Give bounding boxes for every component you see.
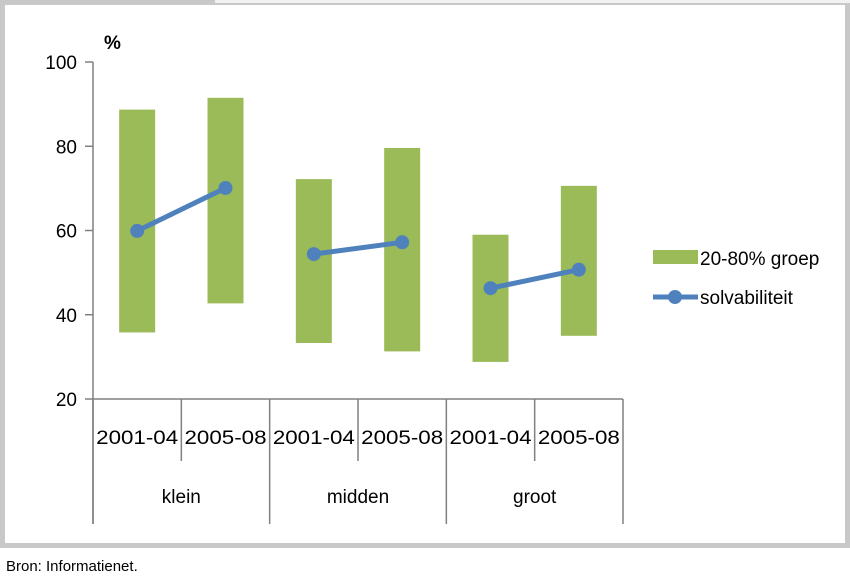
x-tick-label: 2005-08 — [538, 428, 620, 449]
x-tick-label: 2001-04 — [96, 428, 179, 449]
solvabiliteit-point — [130, 223, 145, 238]
group-label: klein — [162, 487, 201, 508]
x-tick-label: 2001-04 — [273, 428, 356, 449]
x-tick-label: 2001-04 — [450, 428, 533, 449]
source-note: Bron: Informatienet. — [6, 558, 138, 575]
y-tick-label: 100 — [45, 53, 77, 74]
chart-area: 20 40 60 80 100% 2001-04 2005-08 2001-04 2005-08… — [5, 5, 845, 543]
legend-swatch-bar — [653, 250, 698, 264]
y-tick-label: 80 — [56, 137, 77, 158]
solvabiliteit-line — [311, 239, 405, 257]
solvabiliteit-line — [134, 185, 228, 234]
title-strip — [215, 0, 850, 3]
y-axis-label: % — [104, 33, 121, 54]
solvabiliteit-point — [571, 262, 586, 277]
range-bar — [207, 97, 244, 304]
solvabiliteit-point — [218, 180, 233, 195]
range-bar — [560, 185, 597, 336]
solvabiliteit-point — [395, 235, 410, 250]
y-tick-label: 60 — [56, 222, 77, 243]
x-tick-label: 2005-08 — [185, 428, 267, 449]
y-tick-label: 40 — [56, 306, 77, 327]
y-tick-label: 20 — [56, 390, 77, 411]
legend-marker-line — [668, 290, 682, 304]
group-label: midden — [327, 487, 389, 508]
group-label: groot — [513, 487, 557, 508]
legend-label-line: solvabiliteit — [700, 288, 794, 309]
x-tick-label: 2005-08 — [361, 428, 443, 449]
legend-label-bar: 20-80% groep — [700, 249, 819, 270]
solvabiliteit-point — [483, 281, 498, 296]
range-bar — [119, 109, 156, 333]
solvabiliteit-line — [488, 267, 582, 291]
range-bar — [384, 147, 421, 352]
solvabiliteit-point — [306, 247, 321, 262]
range-bar — [472, 234, 509, 362]
